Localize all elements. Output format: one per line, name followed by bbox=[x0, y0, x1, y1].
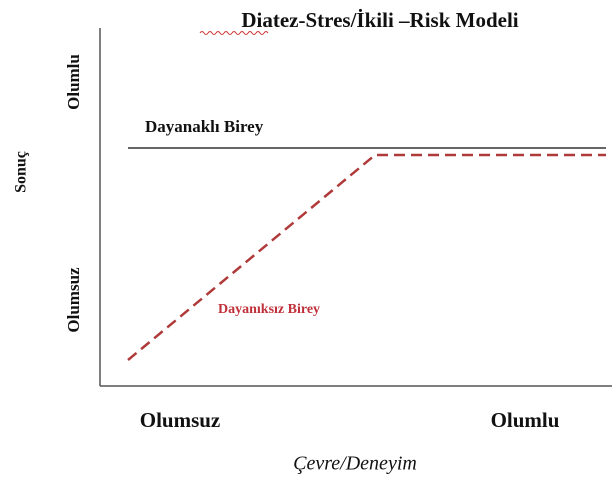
vulnerable-line bbox=[127, 153, 606, 361]
title: Diatez-Stres/İkili –Risk Modeli bbox=[241, 8, 518, 32]
y-top-label: Olumlu bbox=[64, 54, 83, 110]
x-axis-label: Çevre/Deneyim bbox=[293, 453, 417, 475]
x-left-label: Olumsuz bbox=[140, 408, 221, 432]
y-axis-label: Sonuç bbox=[13, 151, 30, 193]
resilient-label: Dayanaklı Birey bbox=[145, 117, 264, 136]
spell-underline bbox=[199, 31, 269, 35]
y-bottom-label: Olumsuz bbox=[64, 267, 83, 333]
x-right-label: Olumlu bbox=[491, 408, 560, 432]
vulnerable-label: Dayanıksız Birey bbox=[218, 302, 320, 317]
